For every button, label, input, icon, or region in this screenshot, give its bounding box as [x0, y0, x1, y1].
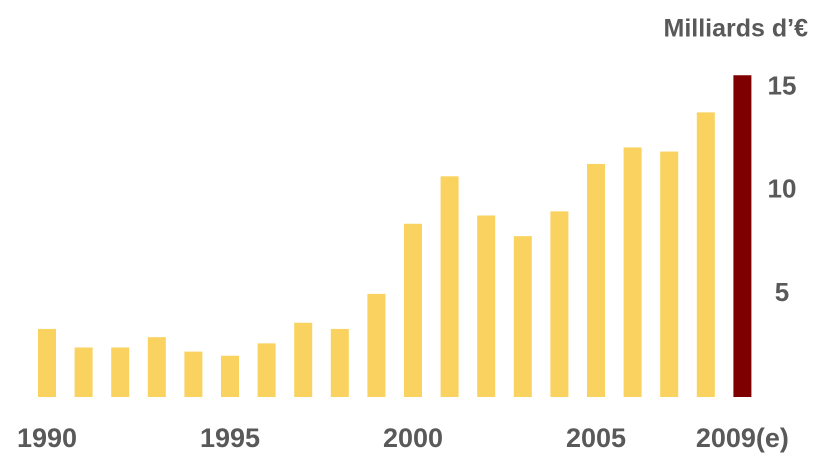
- bar: [330, 328, 349, 397]
- x-tick-label: 2009(e): [696, 423, 789, 453]
- bar: [550, 211, 569, 397]
- bar: [477, 215, 496, 397]
- bar: [513, 236, 532, 397]
- bar: [257, 343, 276, 397]
- bar: [367, 293, 386, 397]
- y-tick-label: 10: [768, 174, 797, 204]
- bar: [147, 337, 166, 397]
- bar: [38, 328, 56, 397]
- bar: [184, 351, 203, 397]
- x-tick-label: 1995: [200, 423, 260, 453]
- bar: [696, 112, 715, 397]
- bar: [74, 347, 93, 397]
- bar: [623, 147, 642, 397]
- bar: [733, 75, 752, 397]
- bar: [440, 176, 459, 397]
- y-axis-label: Milliards d’€: [664, 15, 809, 43]
- bar: [404, 223, 422, 397]
- y-tick-label: 5: [775, 277, 789, 307]
- x-tick-label: 2000: [383, 423, 443, 453]
- bar: [111, 347, 130, 397]
- x-tick-label: 2005: [566, 423, 626, 453]
- y-tick-label: 15: [768, 71, 797, 101]
- bar: [660, 151, 679, 397]
- bar: [587, 163, 605, 397]
- bar: [294, 322, 313, 397]
- x-tick-label: 1990: [17, 423, 77, 453]
- bar: [221, 355, 239, 397]
